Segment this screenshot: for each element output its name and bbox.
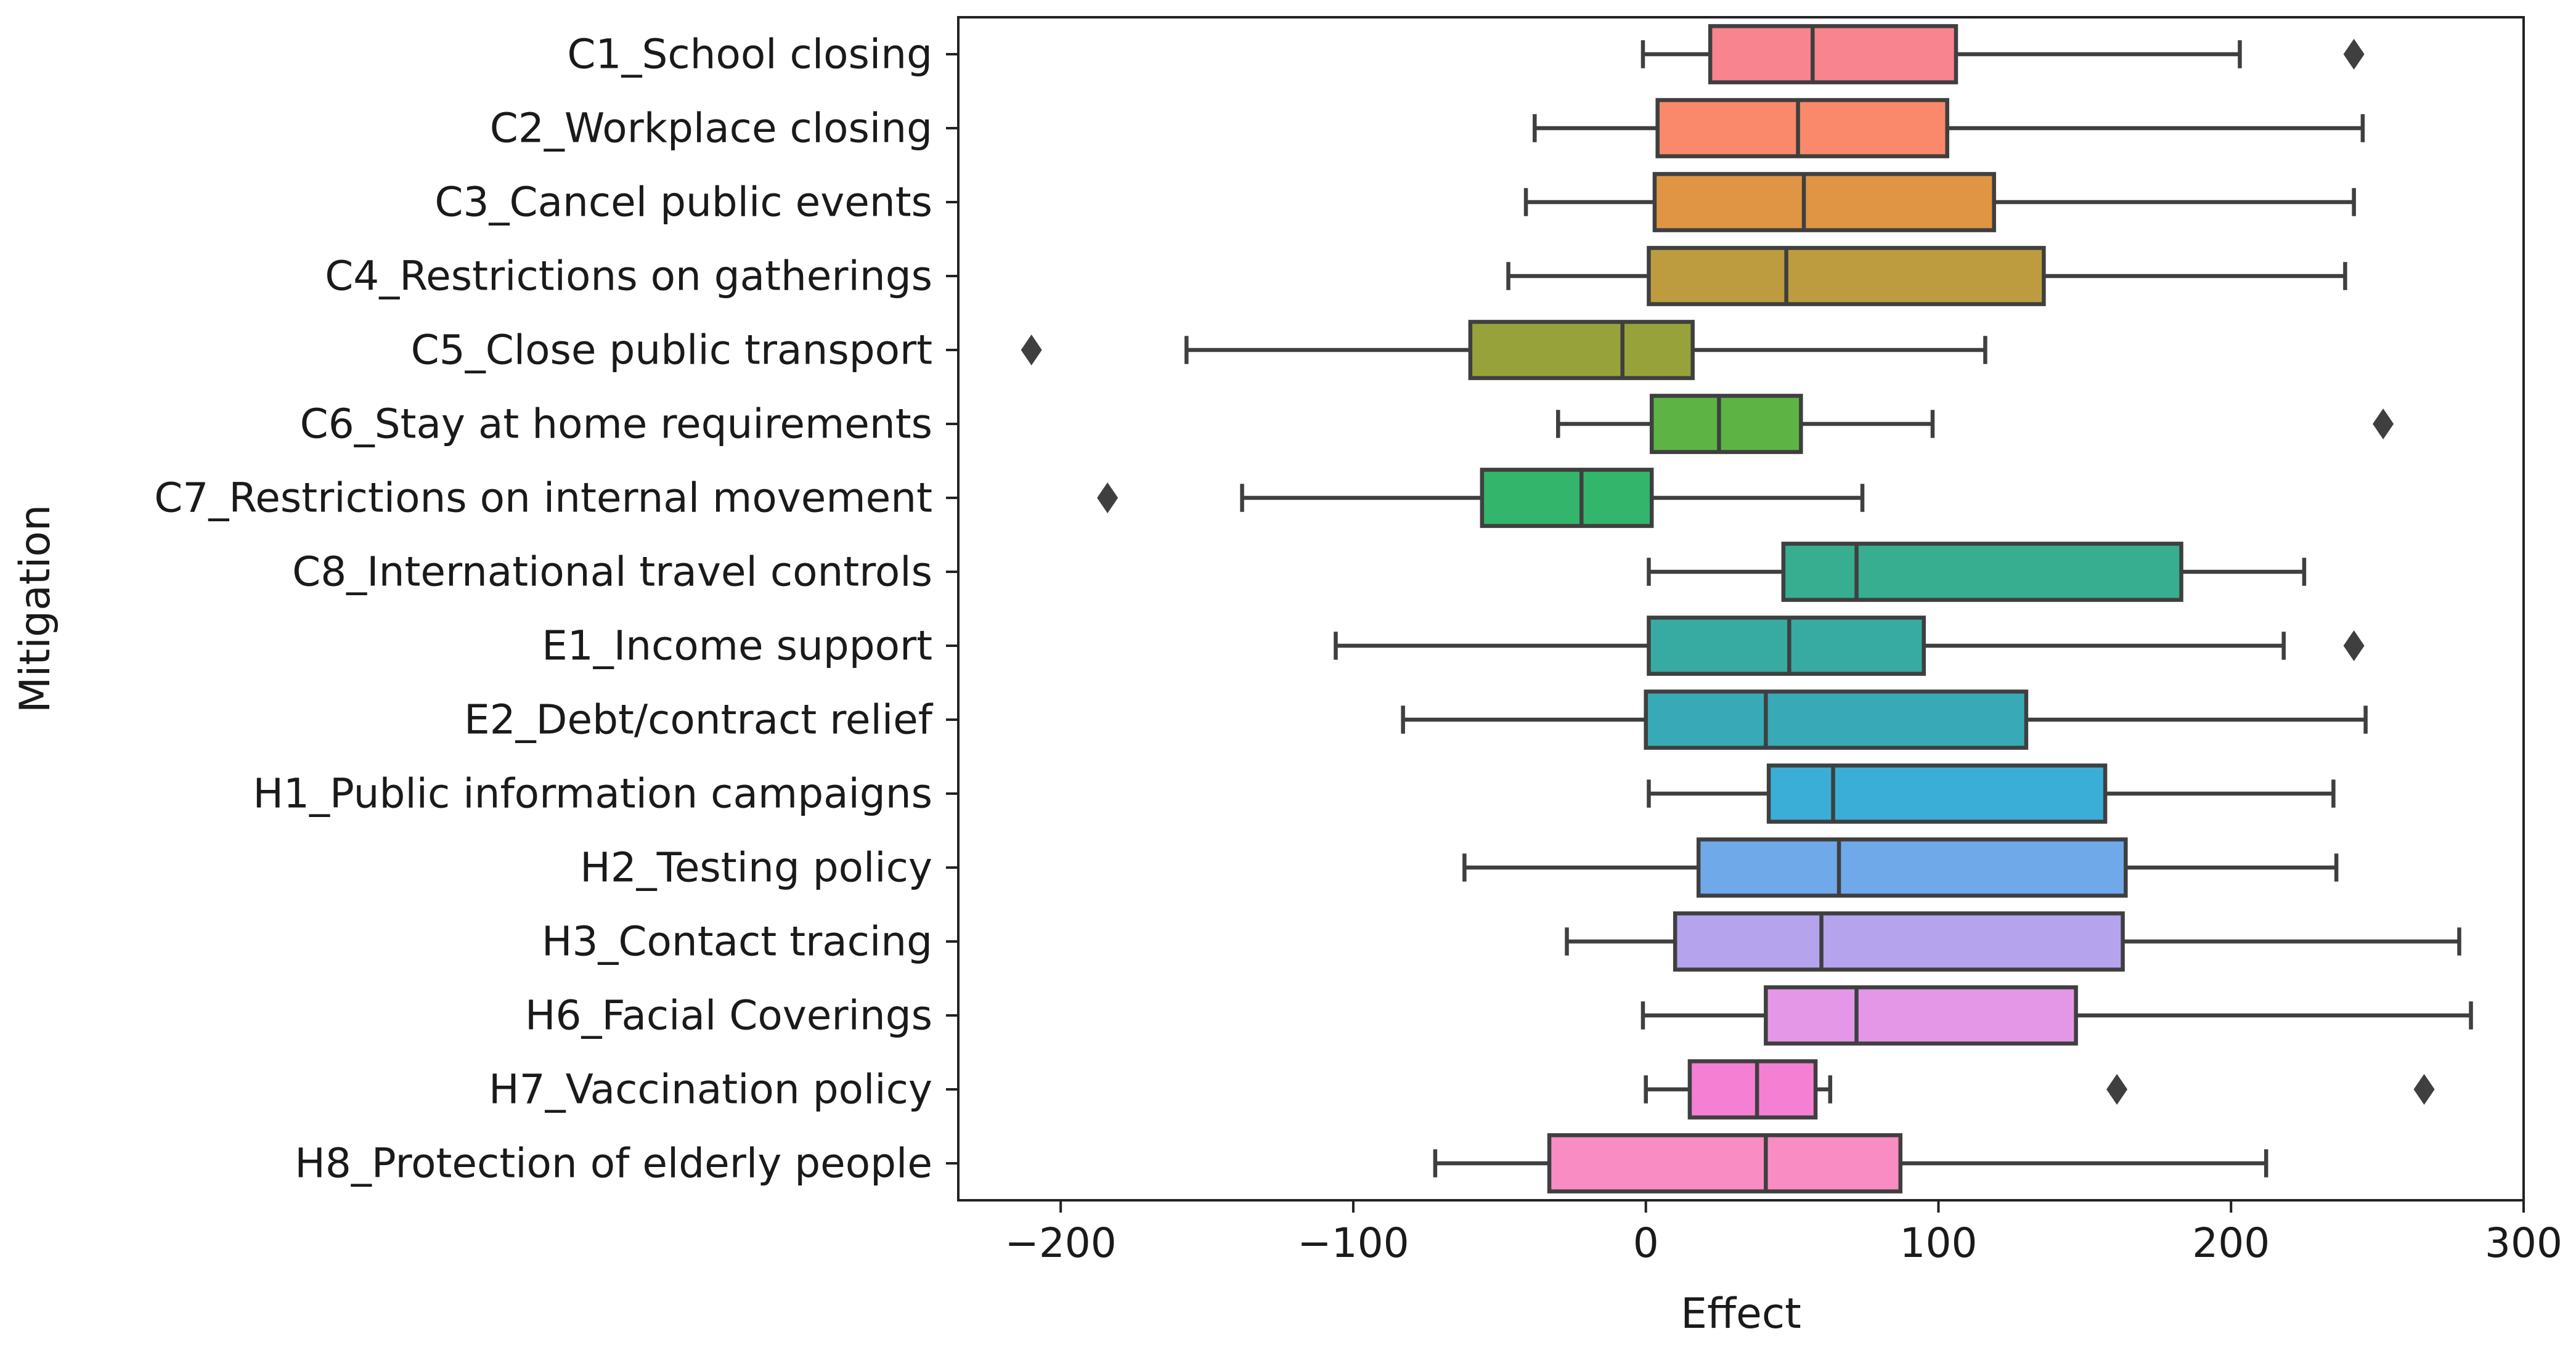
iqr-box — [1764, 985, 2078, 1046]
outlier-marker — [2413, 1074, 2435, 1105]
box-group — [1533, 98, 2365, 158]
box-group — [1641, 24, 2365, 84]
outlier-marker — [2106, 1074, 2128, 1105]
outlier-marker — [1021, 335, 1042, 365]
outlier-marker — [2343, 39, 2365, 70]
x-tick-label: −200 — [1005, 1219, 1117, 1267]
box-group — [1433, 1133, 2268, 1193]
iqr-box — [1649, 394, 1803, 454]
iqr-box — [1687, 1059, 1818, 1120]
box-group — [1097, 468, 1865, 528]
box-group — [1462, 837, 2339, 898]
iqr-box — [1547, 1133, 1902, 1193]
category-label: E1_Income support — [542, 622, 932, 670]
category-label: H2_Testing policy — [580, 844, 932, 892]
iqr-box — [1655, 98, 1949, 158]
category-label: H3_Contact tracing — [542, 918, 932, 966]
x-tick-label: 300 — [2485, 1219, 2562, 1267]
category-label: H1_Public information campaigns — [253, 770, 932, 818]
iqr-box — [1647, 246, 2046, 306]
iqr-box — [1480, 468, 1654, 528]
box-group — [1647, 763, 2336, 824]
iqr-box — [1673, 911, 2125, 972]
y-axis-title: Mitigation — [11, 505, 60, 713]
iqr-box — [1696, 837, 2128, 898]
iqr-box — [1766, 763, 2108, 824]
box-group — [1021, 320, 1987, 380]
box-group — [1523, 172, 2356, 232]
category-label: C8_International travel controls — [292, 548, 932, 596]
category-label: H8_Protection of elderly people — [295, 1140, 932, 1187]
category-label: H6_Facial Coverings — [525, 992, 932, 1039]
iqr-box — [1652, 172, 1996, 232]
category-label: H7_Vaccination policy — [489, 1066, 932, 1113]
boxes-layer — [1021, 24, 2473, 1193]
box-group — [1641, 985, 2473, 1046]
iqr-box — [1781, 542, 2183, 602]
x-axis-title: Effect — [1681, 1290, 1801, 1338]
outlier-marker — [2373, 409, 2394, 439]
x-tick-label: 100 — [1899, 1219, 1977, 1267]
outlier-marker — [2343, 630, 2365, 661]
iqr-box — [1468, 320, 1695, 380]
box-group — [1334, 616, 2365, 676]
box-group — [1506, 246, 2347, 306]
iqr-box — [1708, 24, 1958, 84]
iqr-box — [1644, 689, 2029, 750]
outlier-marker — [1097, 482, 1119, 513]
y-axis-categories: C1_School closing C2_Workplace closing C3_… — [154, 31, 958, 1187]
iqr-box — [1647, 616, 1926, 676]
category-label: C4_Restrictions on gatherings — [325, 253, 932, 300]
box-group — [1401, 689, 2368, 750]
x-axis-ticks: −200 −100 0 100 200 300 — [1005, 1200, 2562, 1267]
category-label: C6_Stay at home requirements — [300, 401, 932, 448]
box-group — [1565, 911, 2461, 972]
box-group — [1644, 1059, 2435, 1120]
category-label: C3_Cancel public events — [434, 179, 932, 226]
box-group — [1556, 394, 2394, 454]
category-label: C7_Restrictions on internal movement — [154, 474, 932, 522]
category-label: C5_Close public transport — [411, 327, 932, 374]
x-tick-label: −100 — [1297, 1219, 1409, 1267]
x-tick-label: 200 — [2192, 1219, 2270, 1267]
category-label: C1_School closing — [567, 31, 932, 78]
category-label: C2_Workplace closing — [490, 105, 932, 152]
box-group — [1647, 542, 2307, 602]
x-tick-label: 0 — [1633, 1219, 1659, 1267]
plot-frame — [957, 16, 2525, 1202]
category-label: E2_Debt/contract relief — [464, 696, 934, 744]
